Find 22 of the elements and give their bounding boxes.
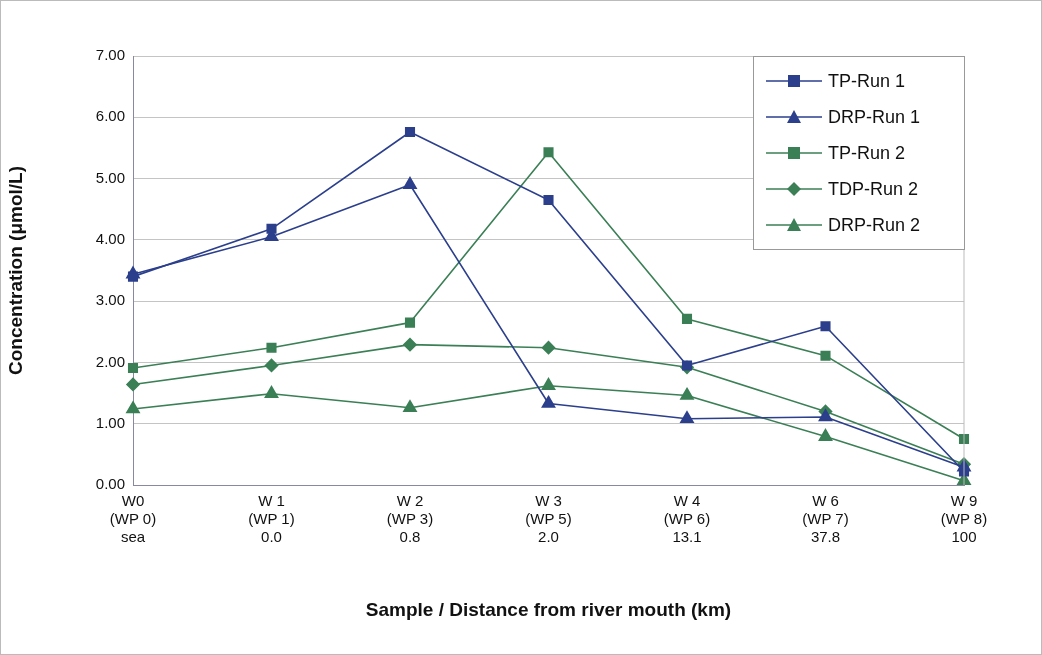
legend-label: TP-Run 1 xyxy=(828,70,906,92)
x-tick-label: W0 (WP 0) sea xyxy=(109,492,157,546)
legend-label: TP-Run 2 xyxy=(828,142,906,164)
y-axis-title: Concentration (μmol/L) xyxy=(4,166,26,375)
legend-label: DRP-Run 2 xyxy=(828,214,921,236)
legend-label: TDP-Run 2 xyxy=(828,178,919,200)
y-tick-label: 7.00 xyxy=(95,46,125,64)
y-tick-label: 1.00 xyxy=(95,413,125,431)
x-axis-title: Sample / Distance from river mouth (km) xyxy=(365,598,732,620)
y-tick-label: 2.00 xyxy=(95,352,125,370)
y-tick-label: 5.00 xyxy=(95,168,125,186)
y-tick-label: 6.00 xyxy=(95,107,125,125)
x-tick-label: W 3 (WP 5) 2.0 xyxy=(525,492,572,546)
legend-label: DRP-Run 1 xyxy=(828,106,921,128)
x-tick-label: W 4 (WP 6) 13.1 xyxy=(663,492,711,546)
x-tick-label: W 6 (WP 7) 37.8 xyxy=(802,492,849,546)
x-tick-label: W 2 (WP 3) 0.8 xyxy=(386,492,434,546)
y-tick-label: 0.00 xyxy=(95,475,125,493)
x-tick-label: W 1 (WP 1) 0.0 xyxy=(248,492,295,546)
x-tick-label: W 9 (WP 8) 100 xyxy=(940,492,988,546)
y-tick-label: 3.00 xyxy=(95,291,125,309)
y-tick-label: 4.00 xyxy=(95,230,125,247)
